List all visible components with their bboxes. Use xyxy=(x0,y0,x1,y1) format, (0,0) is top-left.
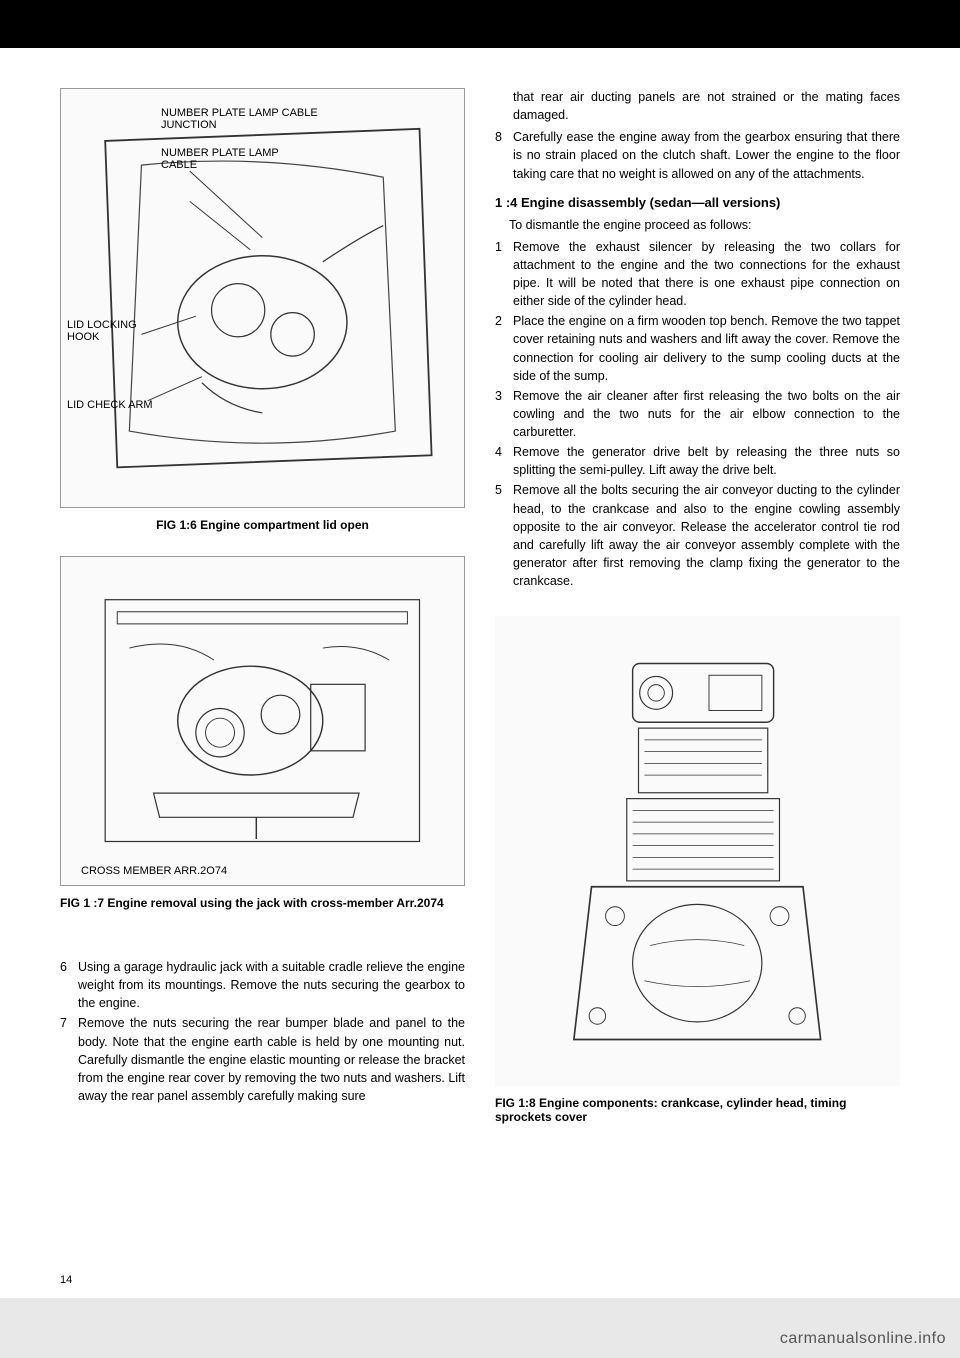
item-6-text: Using a garage hydraulic jack with a sui… xyxy=(78,958,465,1012)
d-number-5: 5 xyxy=(495,481,513,590)
right-column: that rear air ducting panels are not str… xyxy=(495,88,900,1268)
section-1-4-heading: 1 :4 Engine disassembly (sedan—all versi… xyxy=(495,195,900,210)
fig1-6-label-2: NUMBER PLATE LAMP CABLE xyxy=(161,147,281,171)
figure-1-7-image: CROSS MEMBER ARR.2O74 xyxy=(60,556,465,886)
disassembly-item-4: 4 Remove the generator drive belt by rel… xyxy=(495,443,900,479)
fig1-8-caption: FIG 1:8 Engine components: crankcase, cy… xyxy=(495,1096,900,1124)
d-item-2-text: Place the engine on a firm wooden top be… xyxy=(513,312,900,385)
figure-1-7-block: CROSS MEMBER ARR.2O74 FIG 1 :7 Engine re… xyxy=(60,556,465,934)
item-number-6: 6 xyxy=(60,958,78,1012)
fig1-7-illustration xyxy=(81,573,444,868)
fig1-6-label-1: NUMBER PLATE LAMP CABLE JUNCTION xyxy=(161,107,321,131)
d-number-3: 3 xyxy=(495,387,513,441)
disassembly-item-2: 2 Place the engine on a firm wooden top … xyxy=(495,312,900,385)
continuation-text: that rear air ducting panels are not str… xyxy=(495,88,900,124)
left-item-7: 7 Remove the nuts securing the rear bump… xyxy=(60,1014,465,1105)
item-number-8: 8 xyxy=(495,128,513,182)
fig1-8-illustration xyxy=(515,640,880,1063)
figure-1-6-block: NUMBER PLATE LAMP CABLE JUNCTION NUMBER … xyxy=(60,88,465,556)
top-black-bar xyxy=(0,0,960,48)
disassembly-item-1: 1 Remove the exhaust silencer by releasi… xyxy=(495,238,900,311)
watermark-text: carmanualsonline.info xyxy=(780,1330,946,1348)
d-item-5-text: Remove all the bolts securing the air co… xyxy=(513,481,900,590)
item-number-7: 7 xyxy=(60,1014,78,1105)
page-number: 14 xyxy=(60,1274,72,1286)
right-item-8: 8 Carefully ease the engine away from th… xyxy=(495,128,900,182)
page-content: NUMBER PLATE LAMP CABLE JUNCTION NUMBER … xyxy=(0,48,960,1298)
disassembly-item-5: 5 Remove all the bolts securing the air … xyxy=(495,481,900,590)
item-8-text: Carefully ease the engine away from the … xyxy=(513,128,900,182)
disassembly-item-3: 3 Remove the air cleaner after first rel… xyxy=(495,387,900,441)
left-item-6: 6 Using a garage hydraulic jack with a s… xyxy=(60,958,465,1012)
figure-1-6-image: NUMBER PLATE LAMP CABLE JUNCTION NUMBER … xyxy=(60,88,465,508)
d-number-2: 2 xyxy=(495,312,513,385)
figure-1-8-block: FIG 1:8 Engine components: crankcase, cy… xyxy=(495,616,900,1148)
d-number-1: 1 xyxy=(495,238,513,311)
d-item-3-text: Remove the air cleaner after first relea… xyxy=(513,387,900,441)
d-item-4-text: Remove the generator drive belt by relea… xyxy=(513,443,900,479)
fig1-7-caption: FIG 1 :7 Engine removal using the jack w… xyxy=(60,896,444,910)
item-7-text: Remove the nuts securing the rear bumper… xyxy=(78,1014,465,1105)
fig1-6-caption: FIG 1:6 Engine compartment lid open xyxy=(156,518,369,532)
left-column: NUMBER PLATE LAMP CABLE JUNCTION NUMBER … xyxy=(60,88,465,1268)
d-item-1-text: Remove the exhaust silencer by releasing… xyxy=(513,238,900,311)
disassembly-intro: To dismantle the engine proceed as follo… xyxy=(495,216,900,234)
figure-1-8-image xyxy=(495,616,900,1086)
fig1-7-label-1: CROSS MEMBER ARR.2O74 xyxy=(81,865,227,877)
d-number-4: 4 xyxy=(495,443,513,479)
fig1-6-label-4: LID CHECK ARM xyxy=(67,399,187,411)
fig1-6-label-3: LID LOCKING HOOK xyxy=(67,319,167,343)
